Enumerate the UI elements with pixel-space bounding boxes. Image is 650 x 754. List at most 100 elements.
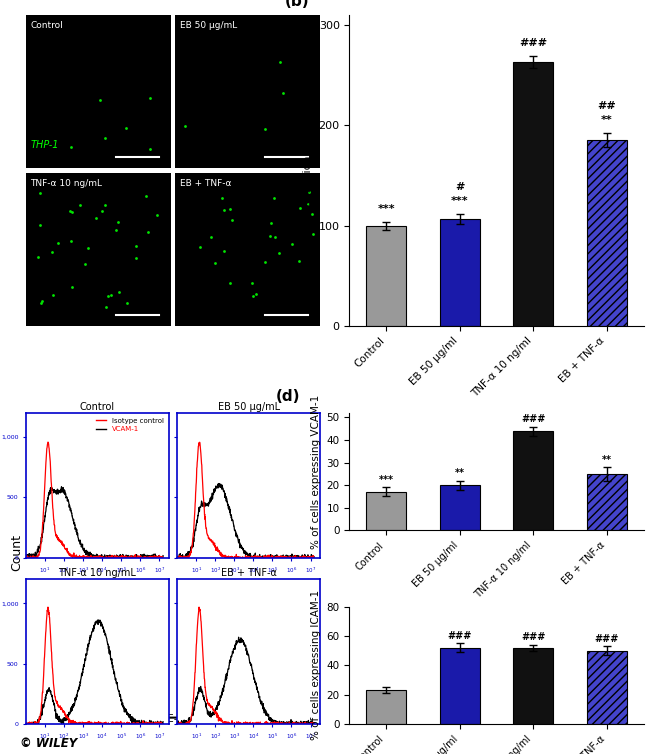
Point: [91, 212, 101, 224]
Point: [34, 219, 45, 231]
Point: [113, 216, 124, 228]
Text: THP-1: THP-1: [31, 139, 59, 150]
Point: [274, 247, 284, 259]
Point: [287, 238, 298, 250]
Point: [37, 295, 47, 307]
Text: (a): (a): [26, 15, 50, 30]
Point: [66, 280, 77, 293]
Point: [66, 141, 76, 153]
Point: [80, 258, 90, 270]
Text: **: **: [602, 455, 612, 465]
Text: Count: Count: [10, 535, 23, 572]
Point: [219, 245, 229, 257]
Point: [247, 277, 257, 289]
Text: ###: ###: [521, 414, 545, 425]
Point: [224, 277, 235, 290]
Bar: [366, 690, 406, 724]
Point: [151, 210, 162, 222]
Point: [302, 198, 313, 210]
Point: [100, 132, 110, 144]
Point: [304, 185, 314, 198]
Point: [275, 56, 285, 68]
Text: ***: ***: [379, 475, 394, 485]
Point: [95, 94, 105, 106]
Text: (b): (b): [285, 0, 309, 9]
Point: [225, 203, 235, 215]
Y-axis label: % of cells expressing VCAM-1: % of cells expressing VCAM-1: [311, 394, 321, 549]
Bar: [366, 492, 406, 530]
Text: © WILEY: © WILEY: [20, 737, 77, 750]
Point: [294, 255, 304, 267]
Point: [307, 208, 318, 220]
Point: [122, 297, 132, 309]
Point: [140, 190, 151, 202]
Point: [106, 289, 116, 301]
Point: [195, 241, 205, 253]
Point: [120, 122, 131, 134]
Bar: [439, 219, 480, 326]
Text: ***: ***: [451, 195, 469, 206]
Point: [278, 87, 288, 100]
Point: [53, 237, 64, 249]
Bar: [439, 485, 480, 530]
Point: [75, 198, 85, 210]
Point: [103, 290, 114, 302]
Point: [131, 253, 141, 265]
Point: [67, 206, 77, 218]
Point: [98, 205, 108, 217]
Text: **: **: [455, 468, 465, 478]
Text: Control: Control: [31, 21, 63, 30]
Point: [270, 231, 280, 243]
Bar: [439, 648, 480, 724]
Y-axis label: % of cells expressing ICAM-1: % of cells expressing ICAM-1: [311, 590, 321, 740]
Point: [180, 120, 190, 132]
Point: [101, 301, 112, 313]
Bar: [586, 474, 627, 530]
Point: [259, 256, 270, 268]
Text: ***: ***: [378, 204, 395, 213]
Title: EB + TNF-α: EB + TNF-α: [221, 569, 277, 578]
Point: [35, 187, 46, 199]
Text: ###: ###: [595, 634, 619, 644]
Text: ##: ##: [597, 101, 616, 112]
Title: Control: Control: [80, 402, 115, 412]
Legend: Isotype control, VCAM-1: Isotype control, VCAM-1: [94, 416, 165, 434]
Point: [114, 286, 124, 298]
Point: [144, 143, 155, 155]
Point: [218, 204, 229, 216]
Point: [266, 216, 276, 228]
Point: [227, 214, 238, 226]
Point: [268, 192, 279, 204]
Point: [250, 287, 261, 299]
Y-axis label: Monocyte adhesion (fold change): Monocyte adhesion (fold change): [303, 77, 313, 264]
Point: [142, 226, 153, 238]
Text: ###: ###: [448, 631, 472, 641]
Point: [131, 240, 141, 252]
Point: [83, 242, 93, 254]
Bar: [513, 63, 553, 326]
Point: [33, 251, 44, 263]
Bar: [513, 648, 553, 724]
Point: [265, 230, 275, 242]
Text: PE-A VCAM-1: PE-A VCAM-1: [161, 714, 233, 724]
Text: EB + TNF-α: EB + TNF-α: [179, 179, 231, 188]
Text: EB 50 μg/mL: EB 50 μg/mL: [179, 21, 237, 30]
Point: [206, 231, 216, 244]
Point: [111, 224, 122, 236]
Text: (d): (d): [276, 388, 300, 403]
Bar: [586, 140, 627, 326]
Bar: [366, 225, 406, 326]
Point: [145, 92, 155, 104]
Bar: [513, 431, 553, 530]
Point: [47, 246, 57, 258]
Point: [307, 228, 318, 240]
Point: [209, 256, 220, 268]
Point: [47, 289, 58, 301]
Point: [248, 290, 258, 302]
Point: [217, 192, 228, 204]
Text: TNF-α 10 ng/mL: TNF-α 10 ng/mL: [31, 179, 102, 188]
Point: [294, 201, 305, 213]
Title: TNF-α 10 ng/mL: TNF-α 10 ng/mL: [58, 569, 136, 578]
Text: (c): (c): [26, 413, 49, 428]
Text: #: #: [455, 182, 464, 192]
